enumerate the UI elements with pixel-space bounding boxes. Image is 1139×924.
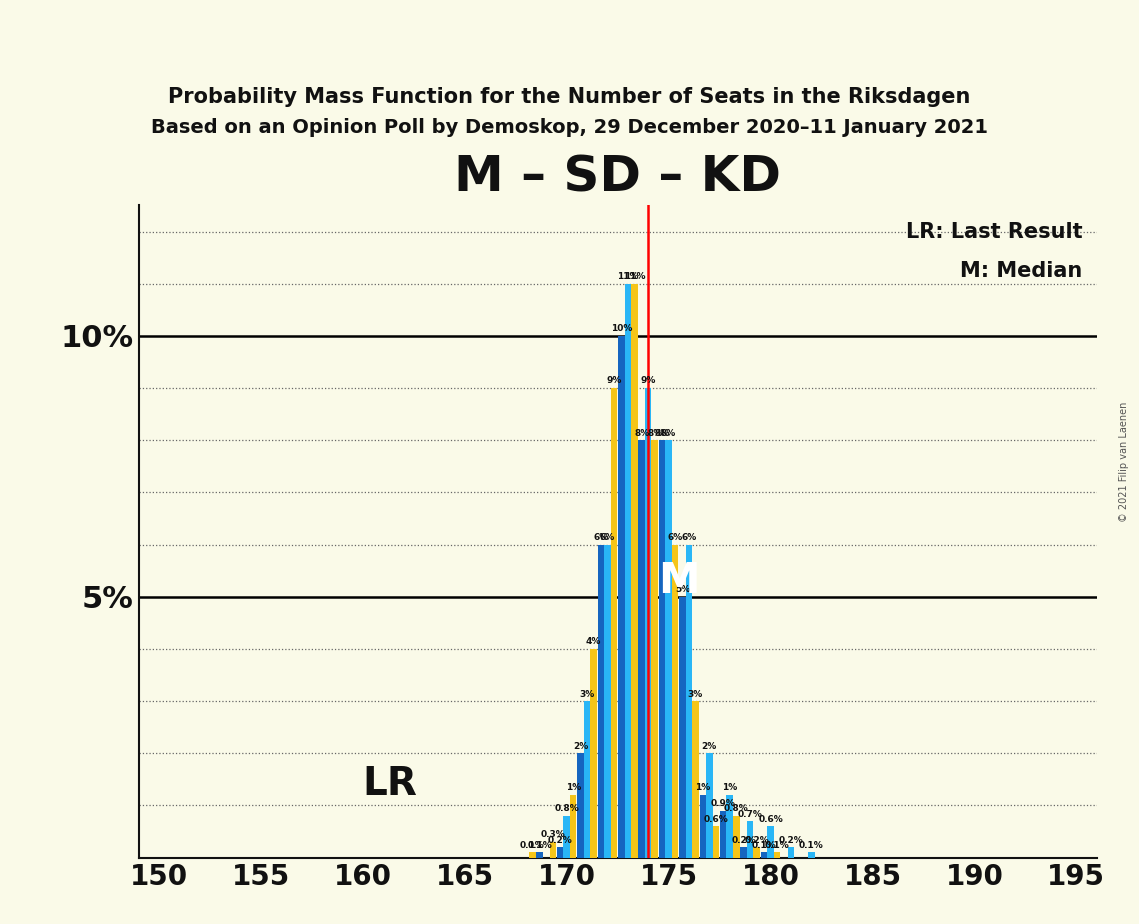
Bar: [747, 821, 753, 857]
Text: 6%: 6%: [681, 533, 697, 542]
Bar: [645, 388, 652, 857]
Text: Based on an Opinion Poll by Demoskop, 29 December 2020–11 January 2021: Based on an Opinion Poll by Demoskop, 29…: [151, 118, 988, 137]
Text: 0.3%: 0.3%: [540, 831, 565, 839]
Text: M: M: [658, 560, 699, 602]
Bar: [577, 753, 584, 857]
Text: 10%: 10%: [611, 324, 632, 334]
Bar: [652, 440, 658, 857]
Bar: [672, 544, 679, 857]
Text: 6%: 6%: [667, 533, 682, 542]
Text: 0.6%: 0.6%: [759, 815, 782, 824]
Text: 9%: 9%: [606, 376, 622, 385]
Text: LR: LR: [363, 765, 418, 803]
Text: 1%: 1%: [566, 784, 581, 793]
Text: 0.1%: 0.1%: [798, 841, 823, 850]
Text: 8%: 8%: [661, 429, 677, 438]
Text: © 2021 Filip van Laenen: © 2021 Filip van Laenen: [1120, 402, 1129, 522]
Text: M: Median: M: Median: [960, 261, 1082, 281]
Text: 0.2%: 0.2%: [731, 835, 756, 845]
Text: 0.7%: 0.7%: [738, 809, 763, 819]
Text: 0.1%: 0.1%: [527, 841, 552, 850]
Bar: [768, 826, 773, 857]
Bar: [604, 544, 611, 857]
Bar: [713, 826, 719, 857]
Bar: [564, 816, 570, 857]
Bar: [773, 853, 780, 857]
Bar: [598, 544, 604, 857]
Text: 6%: 6%: [600, 533, 615, 542]
Text: 5%: 5%: [674, 585, 690, 594]
Text: 0.8%: 0.8%: [555, 804, 579, 813]
Title: M – SD – KD: M – SD – KD: [454, 153, 781, 201]
Bar: [727, 795, 734, 857]
Bar: [584, 701, 590, 857]
Text: 11%: 11%: [623, 273, 645, 281]
Text: 0.2%: 0.2%: [779, 835, 803, 845]
Text: 2%: 2%: [702, 742, 716, 750]
Bar: [611, 388, 617, 857]
Text: 11%: 11%: [617, 273, 639, 281]
Text: Probability Mass Function for the Number of Seats in the Riksdagen: Probability Mass Function for the Number…: [169, 87, 970, 107]
Text: 8%: 8%: [647, 429, 663, 438]
Bar: [639, 440, 645, 857]
Text: 1%: 1%: [695, 784, 711, 793]
Bar: [761, 853, 768, 857]
Text: 0.9%: 0.9%: [711, 799, 736, 808]
Text: 8%: 8%: [634, 429, 649, 438]
Bar: [720, 810, 727, 857]
Text: 0.1%: 0.1%: [752, 841, 777, 850]
Bar: [753, 847, 760, 857]
Bar: [590, 649, 597, 857]
Text: 0.2%: 0.2%: [548, 835, 573, 845]
Bar: [658, 440, 665, 857]
Text: 0.6%: 0.6%: [704, 815, 728, 824]
Text: 9%: 9%: [640, 376, 656, 385]
Text: 4%: 4%: [585, 638, 601, 647]
Bar: [734, 816, 739, 857]
Bar: [536, 853, 543, 857]
Bar: [557, 847, 564, 857]
Text: 2%: 2%: [573, 742, 588, 750]
Text: 0.1%: 0.1%: [521, 841, 544, 850]
Bar: [788, 847, 794, 857]
Text: 0.2%: 0.2%: [744, 835, 769, 845]
Text: 6%: 6%: [593, 533, 608, 542]
Bar: [618, 336, 624, 857]
Bar: [699, 795, 706, 857]
Text: 0.1%: 0.1%: [764, 841, 789, 850]
Bar: [631, 284, 638, 857]
Text: 3%: 3%: [580, 689, 595, 699]
Bar: [549, 842, 556, 857]
Bar: [686, 544, 693, 857]
Bar: [740, 847, 747, 857]
Bar: [693, 701, 698, 857]
Bar: [665, 440, 672, 857]
Text: 3%: 3%: [688, 689, 703, 699]
Bar: [706, 753, 713, 857]
Bar: [679, 597, 686, 857]
Bar: [624, 284, 631, 857]
Text: 1%: 1%: [722, 784, 737, 793]
Bar: [530, 853, 535, 857]
Bar: [570, 795, 576, 857]
Text: LR: Last Result: LR: Last Result: [906, 222, 1082, 242]
Bar: [808, 853, 814, 857]
Text: 0.8%: 0.8%: [724, 804, 748, 813]
Text: 8%: 8%: [655, 429, 670, 438]
